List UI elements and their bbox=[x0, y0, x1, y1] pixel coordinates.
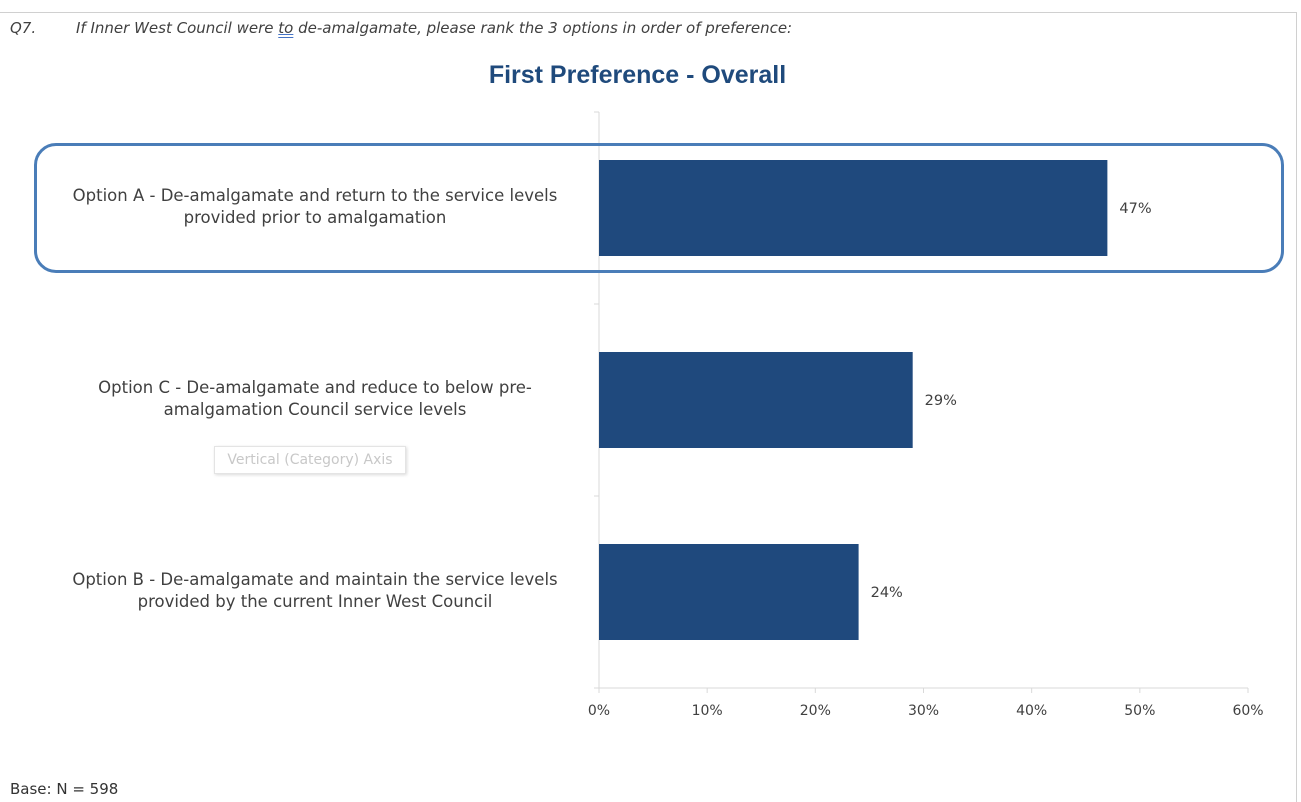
data-label-1: 47% bbox=[1119, 201, 1151, 217]
category-label-option-c: Option C - De-amalgamate and reduce to b… bbox=[98, 378, 532, 419]
value-axis-tick-label: 40% bbox=[1016, 703, 1047, 719]
axis-tooltip: Vertical (Category) Axis bbox=[214, 446, 406, 474]
value-axis-tick-label: 60% bbox=[1232, 703, 1263, 719]
category-label-option-a: Option A - De-amalgamate and return to t… bbox=[72, 186, 558, 227]
question-text-underlined-word: to bbox=[278, 19, 294, 37]
highlight-box-option-a bbox=[34, 143, 1284, 273]
value-axis-tick-label: 30% bbox=[908, 703, 939, 719]
bar-2 bbox=[599, 352, 913, 448]
base-note: Base: N = 598 bbox=[10, 780, 119, 798]
value-axis-tick-label: 0% bbox=[588, 703, 610, 719]
question-number: Q7. bbox=[10, 19, 37, 37]
question-text-end: de-amalgamate, please rank the 3 options… bbox=[293, 19, 793, 37]
category-label-option-b: Option B - De-amalgamate and maintain th… bbox=[72, 570, 558, 611]
value-axis-tick-label: 20% bbox=[800, 703, 831, 719]
question-text: If Inner West Council were to de-amalgam… bbox=[76, 19, 792, 37]
chart-frame bbox=[0, 12, 1297, 802]
data-label-2: 29% bbox=[925, 393, 957, 409]
bar-1 bbox=[599, 160, 1108, 256]
value-axis-tick-label: 50% bbox=[1124, 703, 1155, 719]
question-text-start: If Inner West Council were bbox=[76, 19, 279, 37]
chart-title: First Preference - Overall bbox=[488, 61, 787, 89]
bar-3 bbox=[599, 544, 859, 640]
data-label-3: 24% bbox=[871, 585, 903, 601]
value-axis-tick-label: 10% bbox=[692, 703, 723, 719]
